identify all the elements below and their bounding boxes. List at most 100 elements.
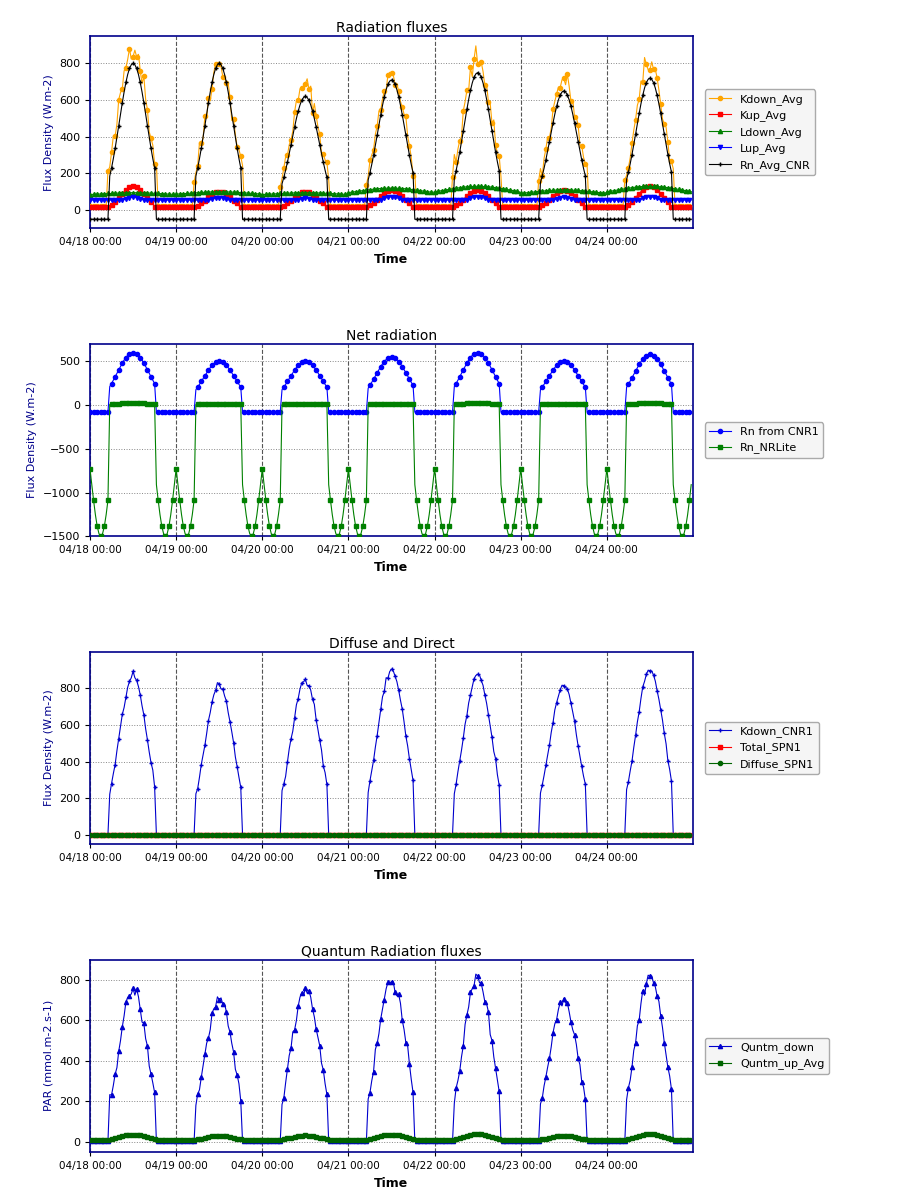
Ldown_Avg — [585, 185, 596, 199]
Kdown_Avg — [85, 199, 95, 214]
Kdown_Avg — [578, 150, 589, 164]
Quntm_down — [471, 967, 482, 982]
Ldown_Avg — [92, 187, 103, 202]
Total_SPN1 — [92, 828, 103, 842]
Quntm_down — [85, 1134, 95, 1148]
Total_SPN1 — [422, 828, 433, 842]
Legend: Kdown_Avg, Kup_Avg, Ldown_Avg, Lup_Avg, Rn_Avg_CNR: Kdown_Avg, Kup_Avg, Ldown_Avg, Lup_Avg, … — [705, 89, 815, 175]
Kdown_CNR1 — [264, 828, 274, 842]
Rn_Avg_CNR — [424, 212, 435, 227]
Quntm_up_Avg — [686, 1133, 697, 1147]
Ldown_Avg — [686, 185, 697, 199]
Lup_Avg — [85, 193, 95, 208]
Diffuse_SPN1 — [583, 828, 594, 842]
Rn from CNR1 — [578, 377, 589, 391]
Lup_Avg — [686, 193, 697, 208]
Quntm_down — [686, 1134, 697, 1148]
Quntm_up_Avg — [218, 1129, 229, 1144]
Rn from CNR1 — [92, 404, 103, 419]
Kdown_Avg — [92, 199, 103, 214]
Kdown_Avg — [686, 199, 697, 214]
Lup_Avg — [424, 193, 435, 208]
Rn_NRLite — [426, 493, 436, 508]
Kdown_CNR1 — [92, 828, 103, 842]
X-axis label: Time: Time — [374, 869, 409, 882]
Rn from CNR1 — [85, 404, 95, 419]
Rn from CNR1 — [585, 404, 596, 419]
Quntm_up_Avg — [264, 1133, 274, 1147]
Rn_Avg_CNR — [266, 212, 276, 227]
Kup_Avg — [92, 200, 103, 215]
Total_SPN1 — [218, 828, 229, 842]
Diffuse_SPN1 — [264, 828, 274, 842]
Line: Quntm_up_Avg: Quntm_up_Avg — [88, 1132, 693, 1142]
Kup_Avg — [128, 179, 139, 193]
Kdown_Avg — [264, 199, 274, 214]
Kup_Avg — [220, 186, 230, 200]
Quntm_down — [422, 1134, 433, 1148]
Ldown_Avg — [422, 185, 433, 199]
Kup_Avg — [578, 197, 589, 211]
Rn_NRLite — [587, 518, 598, 533]
Diffuse_SPN1 — [576, 828, 587, 842]
Kdown_Avg — [218, 70, 229, 84]
Line: Lup_Avg: Lup_Avg — [88, 194, 693, 202]
Kup_Avg — [686, 200, 697, 215]
Kdown_CNR1 — [578, 769, 589, 784]
Quntm_up_Avg — [85, 1133, 95, 1147]
X-axis label: Time: Time — [374, 560, 409, 574]
Line: Diffuse_SPN1: Diffuse_SPN1 — [88, 833, 693, 836]
Rn_NRLite — [686, 478, 697, 492]
Lup_Avg — [264, 193, 274, 208]
Diffuse_SPN1 — [686, 828, 697, 842]
X-axis label: Time: Time — [374, 253, 409, 266]
Line: Kdown_Avg: Kdown_Avg — [88, 43, 693, 209]
Rn from CNR1 — [424, 404, 435, 419]
Kup_Avg — [424, 200, 435, 215]
Lup_Avg — [386, 190, 397, 204]
Lup_Avg — [578, 193, 589, 208]
Kdown_CNR1 — [218, 682, 229, 696]
Quntm_down — [578, 1080, 589, 1094]
Quntm_down — [92, 1134, 103, 1148]
Lup_Avg — [218, 191, 229, 205]
Y-axis label: Flux Density (W.m-2): Flux Density (W.m-2) — [43, 74, 54, 191]
Rn_Avg_CNR — [128, 56, 139, 71]
Rn_Avg_CNR — [686, 212, 697, 227]
Diffuse_SPN1 — [218, 828, 229, 842]
Y-axis label: Flux Density (W.m-2): Flux Density (W.m-2) — [27, 382, 37, 498]
Diffuse_SPN1 — [85, 828, 95, 842]
Line: Quntm_down: Quntm_down — [88, 972, 693, 1144]
Total_SPN1 — [686, 828, 697, 842]
Kdown_CNR1 — [585, 828, 596, 842]
Quntm_up_Avg — [578, 1132, 589, 1146]
Line: Kdown_CNR1: Kdown_CNR1 — [88, 667, 693, 836]
Kdown_Avg — [471, 38, 482, 53]
Rn_NRLite — [580, 397, 590, 412]
Rn_Avg_CNR — [85, 212, 95, 227]
Ldown_Avg — [85, 187, 95, 202]
Rn_NRLite — [85, 462, 95, 476]
Quntm_up_Avg — [472, 1127, 483, 1141]
Diffuse_SPN1 — [422, 828, 433, 842]
Rn_NRLite — [267, 529, 278, 544]
Diffuse_SPN1 — [92, 828, 103, 842]
Total_SPN1 — [583, 828, 594, 842]
Rn from CNR1 — [128, 346, 139, 360]
Title: Quantum Radiation fluxes: Quantum Radiation fluxes — [302, 944, 482, 959]
Rn from CNR1 — [220, 356, 230, 371]
Title: Diffuse and Direct: Diffuse and Direct — [328, 636, 454, 650]
Kdown_CNR1 — [424, 828, 435, 842]
Ldown_Avg — [264, 187, 274, 202]
Rn_NRLite — [92, 518, 103, 533]
Legend: Quntm_down, Quntm_up_Avg: Quntm_down, Quntm_up_Avg — [705, 1038, 829, 1074]
Rn_NRLite — [221, 396, 232, 410]
Line: Rn from CNR1: Rn from CNR1 — [88, 350, 693, 414]
Total_SPN1 — [85, 828, 95, 842]
Rn_Avg_CNR — [585, 212, 596, 227]
Rn from CNR1 — [686, 404, 697, 419]
Ldown_Avg — [578, 184, 589, 198]
Rn_Avg_CNR — [220, 67, 230, 82]
Rn_NRLite — [128, 396, 139, 410]
Ldown_Avg — [218, 185, 229, 199]
